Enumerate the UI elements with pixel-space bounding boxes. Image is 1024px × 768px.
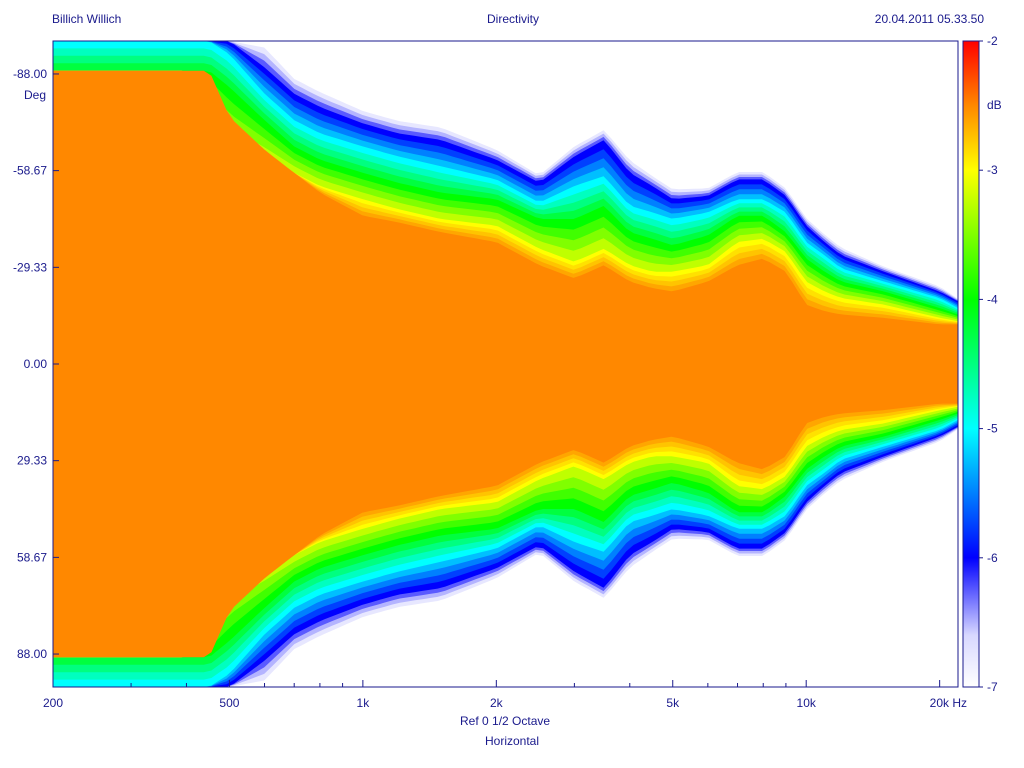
- x-tick-label: 500: [219, 696, 239, 710]
- chart-title: Directivity: [487, 12, 540, 26]
- colorbar-tick-label: -6: [987, 551, 998, 565]
- y-axis-unit: Deg: [24, 88, 46, 102]
- x-tick-label: 5k: [666, 696, 680, 710]
- heatmap-band: [53, 70, 958, 658]
- colorbar-tick-label: -2: [987, 34, 998, 48]
- x-tick-label: 200: [43, 696, 63, 710]
- y-tick-label: 88.00: [17, 647, 47, 661]
- colorbar-tick-label: -3: [987, 163, 998, 177]
- colorbar-tick-label: -4: [987, 292, 998, 306]
- heatmap-bands: [53, 41, 958, 687]
- y-tick-label: 58.67: [17, 550, 47, 564]
- y-tick-label: -58.67: [13, 164, 47, 178]
- x-axis: 200 500 1k 2k 5k 10k 20k Hz: [43, 680, 967, 710]
- header-left-label: Billich Willich: [52, 12, 122, 26]
- colorbar-tick-label: -5: [987, 422, 998, 436]
- colorbar-tick-label: -7: [987, 680, 998, 694]
- y-tick-label: 29.33: [17, 454, 47, 468]
- x-tick-label: 1k: [357, 696, 371, 710]
- colorbar-axis: -2 -3 -4 -5 -6 -7: [979, 34, 998, 694]
- x-tick-label: 10k: [797, 696, 817, 710]
- y-axis: -88.00 -58.67 -29.33 0.00 29.33 58.67 88.00: [13, 67, 59, 661]
- measurement-mode-label: Horizontal: [485, 734, 540, 748]
- y-tick-label: 0.00: [24, 357, 48, 371]
- header-timestamp: 20.04.2011 05.33.50: [874, 12, 984, 26]
- y-tick-label: -88.00: [13, 67, 47, 81]
- x-tick-label: 2k: [490, 696, 504, 710]
- y-tick-label: -29.33: [13, 260, 47, 274]
- reference-label: Ref 0 1/2 Octave: [460, 714, 551, 728]
- colorbar-unit: dB: [987, 98, 1002, 112]
- x-tick-label: 20k Hz: [930, 696, 967, 710]
- colorbar: [962, 40, 980, 688]
